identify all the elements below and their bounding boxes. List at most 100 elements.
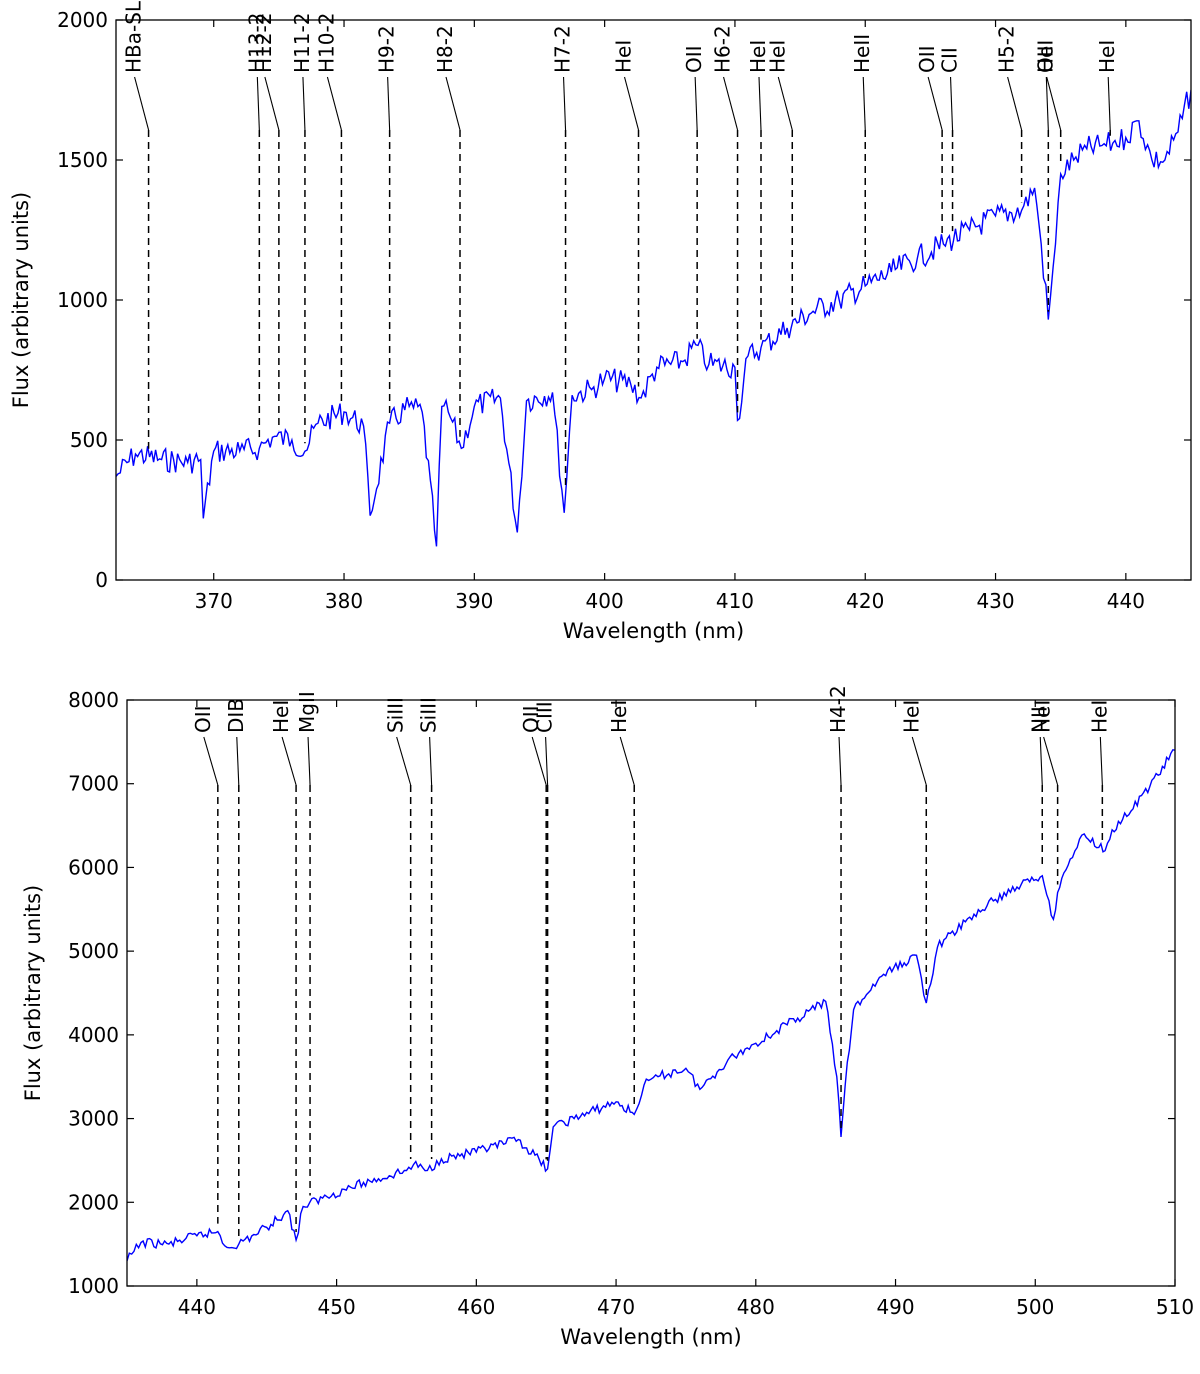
line-marker: OII — [191, 705, 219, 1224]
line-marker-leader — [694, 76, 698, 131]
line-marker-leader — [396, 736, 412, 786]
line-marker-leader — [862, 76, 866, 131]
line-marker-leader — [545, 736, 549, 786]
line-marker-label: MgII — [295, 691, 319, 733]
line-marker-leader — [1046, 76, 1062, 131]
line-marker-label: H4-2 — [826, 685, 850, 733]
line-marker: OII — [1033, 45, 1057, 312]
line-marker-label: OII — [915, 45, 939, 73]
line-marker-label: HBa-SL — [122, 0, 146, 73]
line-marker: HeI — [746, 40, 770, 340]
line-marker-label: H8-2 — [433, 25, 457, 73]
line-marker-label: H6-2 — [711, 25, 735, 73]
line-marker-leader — [1107, 76, 1111, 131]
y-tick-label: 1500 — [57, 148, 108, 172]
line-marker-label: OII — [1033, 45, 1057, 73]
y-tick-label: 4000 — [68, 1023, 119, 1047]
line-marker-leader — [264, 76, 280, 131]
y-tick-label: 7000 — [68, 772, 119, 796]
x-tick-label: 460 — [457, 1295, 495, 1319]
line-marker-leader — [281, 736, 297, 786]
plot-frame — [126, 699, 1176, 1287]
x-tick-label: 510 — [1156, 1295, 1194, 1319]
x-tick-label: 410 — [716, 589, 754, 613]
y-tick-label: 2000 — [57, 8, 108, 32]
line-marker-label: HeI — [1034, 40, 1058, 73]
line-marker-label: HeII — [850, 34, 874, 73]
line-marker-label: H9-2 — [375, 25, 399, 73]
x-tick-label: 480 — [737, 1295, 775, 1319]
line-marker: HeI — [1034, 40, 1062, 166]
y-axis-label: Flux (arbitrary units) — [9, 192, 33, 408]
line-marker-label: H11-2 — [290, 13, 314, 73]
line-marker-label: CIII — [533, 701, 557, 733]
line-marker-leader — [134, 76, 150, 131]
line-marker: CIII — [533, 701, 557, 1161]
plot-frame — [115, 19, 1192, 581]
line-marker: H7-2 — [551, 25, 575, 486]
x-tick-label: 440 — [178, 1295, 216, 1319]
line-marker-leader — [256, 76, 260, 131]
line-marker-leader — [236, 736, 240, 786]
line-marker-leader — [1007, 76, 1023, 131]
line-marker: HeI — [899, 700, 928, 996]
x-tick-label: 490 — [876, 1295, 914, 1319]
line-marker-label: DIB — [224, 698, 248, 733]
x-tick-label: 470 — [597, 1295, 635, 1319]
line-marker-leader — [562, 76, 567, 131]
line-marker: HeI — [1095, 40, 1119, 136]
top-panel: HBa-SL H13-2 H12-2 H11-2 H10-2 H9-2 H8-2 H7-2 He… — [0, 0, 1200, 660]
line-marker-leader — [758, 76, 762, 131]
line-marker-label: HeI — [765, 40, 789, 73]
line-marker-label: H12-2 — [252, 13, 276, 73]
bottom-panel: OII DIB HeI MgII SiIII SiIII OII CIII HeI H4-2 HeI… — [0, 680, 1200, 1374]
line-marker-leader — [203, 736, 219, 786]
line-marker: HeI — [612, 40, 640, 387]
line-marker-label: HeI — [1031, 700, 1055, 733]
line-marker: HeII — [850, 34, 874, 278]
line-marker-leader — [1045, 76, 1049, 131]
y-tick-label: 3000 — [68, 1107, 119, 1131]
line-marker: OII — [915, 45, 943, 237]
line-marker: H5-2 — [995, 25, 1023, 203]
line-marker-label: SiIII — [384, 697, 408, 733]
line-marker-leader — [302, 76, 306, 131]
line-marker-label: H13-2 — [244, 13, 268, 73]
x-axis-label: Wavelength (nm) — [560, 1325, 741, 1349]
x-tick-label: 440 — [1107, 589, 1145, 613]
line-marker: H6-2 — [711, 25, 739, 413]
line-marker-label: HeI — [269, 700, 293, 733]
line-marker-leader — [927, 76, 943, 131]
y-tick-label: 8000 — [68, 688, 119, 712]
line-marker-leader — [911, 736, 927, 786]
y-tick-label: 500 — [70, 428, 108, 452]
line-marker-leader — [531, 736, 547, 786]
line-marker-label: HeI — [899, 700, 923, 733]
line-marker-leader — [307, 736, 311, 786]
line-marker-leader — [723, 76, 739, 131]
line-marker-leader — [619, 736, 635, 786]
line-marker-leader — [623, 76, 640, 131]
line-marker: HeI — [765, 40, 794, 317]
line-marker-label: OII — [191, 705, 215, 733]
x-tick-label: 380 — [325, 589, 363, 613]
line-marker-leader — [387, 76, 391, 131]
y-tick-label: 6000 — [68, 855, 119, 879]
line-marker: H11-2 — [290, 13, 314, 444]
line-marker: NII — [1027, 706, 1051, 868]
line-marker-leader — [777, 76, 793, 131]
line-marker-leader — [326, 76, 342, 131]
x-tick-label: 400 — [586, 589, 624, 613]
line-marker: DIB — [224, 698, 248, 1237]
spectrum-line — [116, 89, 1191, 547]
line-marker: HeI — [1031, 700, 1059, 885]
line-marker-label: HeI — [746, 40, 770, 73]
line-marker-label: HeI — [607, 700, 631, 733]
line-marker: H10-2 — [314, 13, 343, 406]
line-marker-label: H7-2 — [551, 25, 575, 73]
line-marker: HBa-SL — [122, 0, 150, 449]
line-marker-leader — [949, 76, 954, 131]
line-marker: H4-2 — [826, 685, 850, 1129]
x-axis-label: Wavelength (nm) — [563, 619, 744, 643]
line-marker: HeI — [607, 700, 635, 1107]
